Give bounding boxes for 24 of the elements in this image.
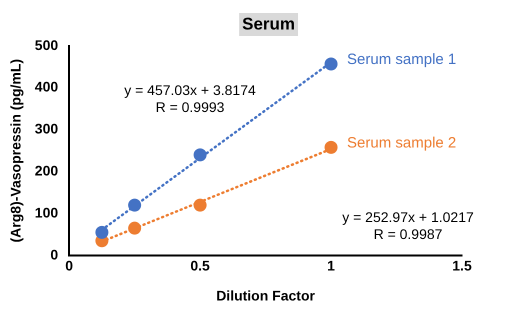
annotation: y = 457.03x + 3.8174 R = 0.9993 (124, 82, 256, 115)
series-label: Serum sample 2 (347, 134, 456, 152)
x-tick-label: 0 (65, 258, 74, 274)
y-tick-label: 100 (34, 204, 58, 220)
point (324, 140, 338, 154)
x-tick-label: 1.5 (452, 258, 472, 274)
point (95, 226, 108, 239)
x-tick-label: 0.5 (190, 258, 210, 274)
y-axis-title: (Arg8)-Vasopressin (pg/mL) (7, 58, 24, 242)
series-label: Serum sample 1 (347, 51, 456, 68)
y-tick-label: 300 (34, 120, 58, 137)
x-tick-label: 1 (327, 258, 336, 274)
point (194, 148, 207, 162)
point (128, 222, 142, 235)
y-tick-label: 400 (34, 78, 58, 95)
point (194, 198, 207, 212)
annotation: y = 252.97x + 1.0217 R = 0.9987 (342, 208, 474, 242)
point (324, 58, 338, 71)
chart-title: Serum (242, 14, 296, 34)
y-tick-label: 0 (50, 246, 58, 262)
y-tick-label: 200 (34, 162, 58, 178)
y-tick-label: 500 (34, 36, 58, 53)
x-axis-title: Dilution Factor (216, 287, 316, 304)
point (128, 198, 142, 212)
